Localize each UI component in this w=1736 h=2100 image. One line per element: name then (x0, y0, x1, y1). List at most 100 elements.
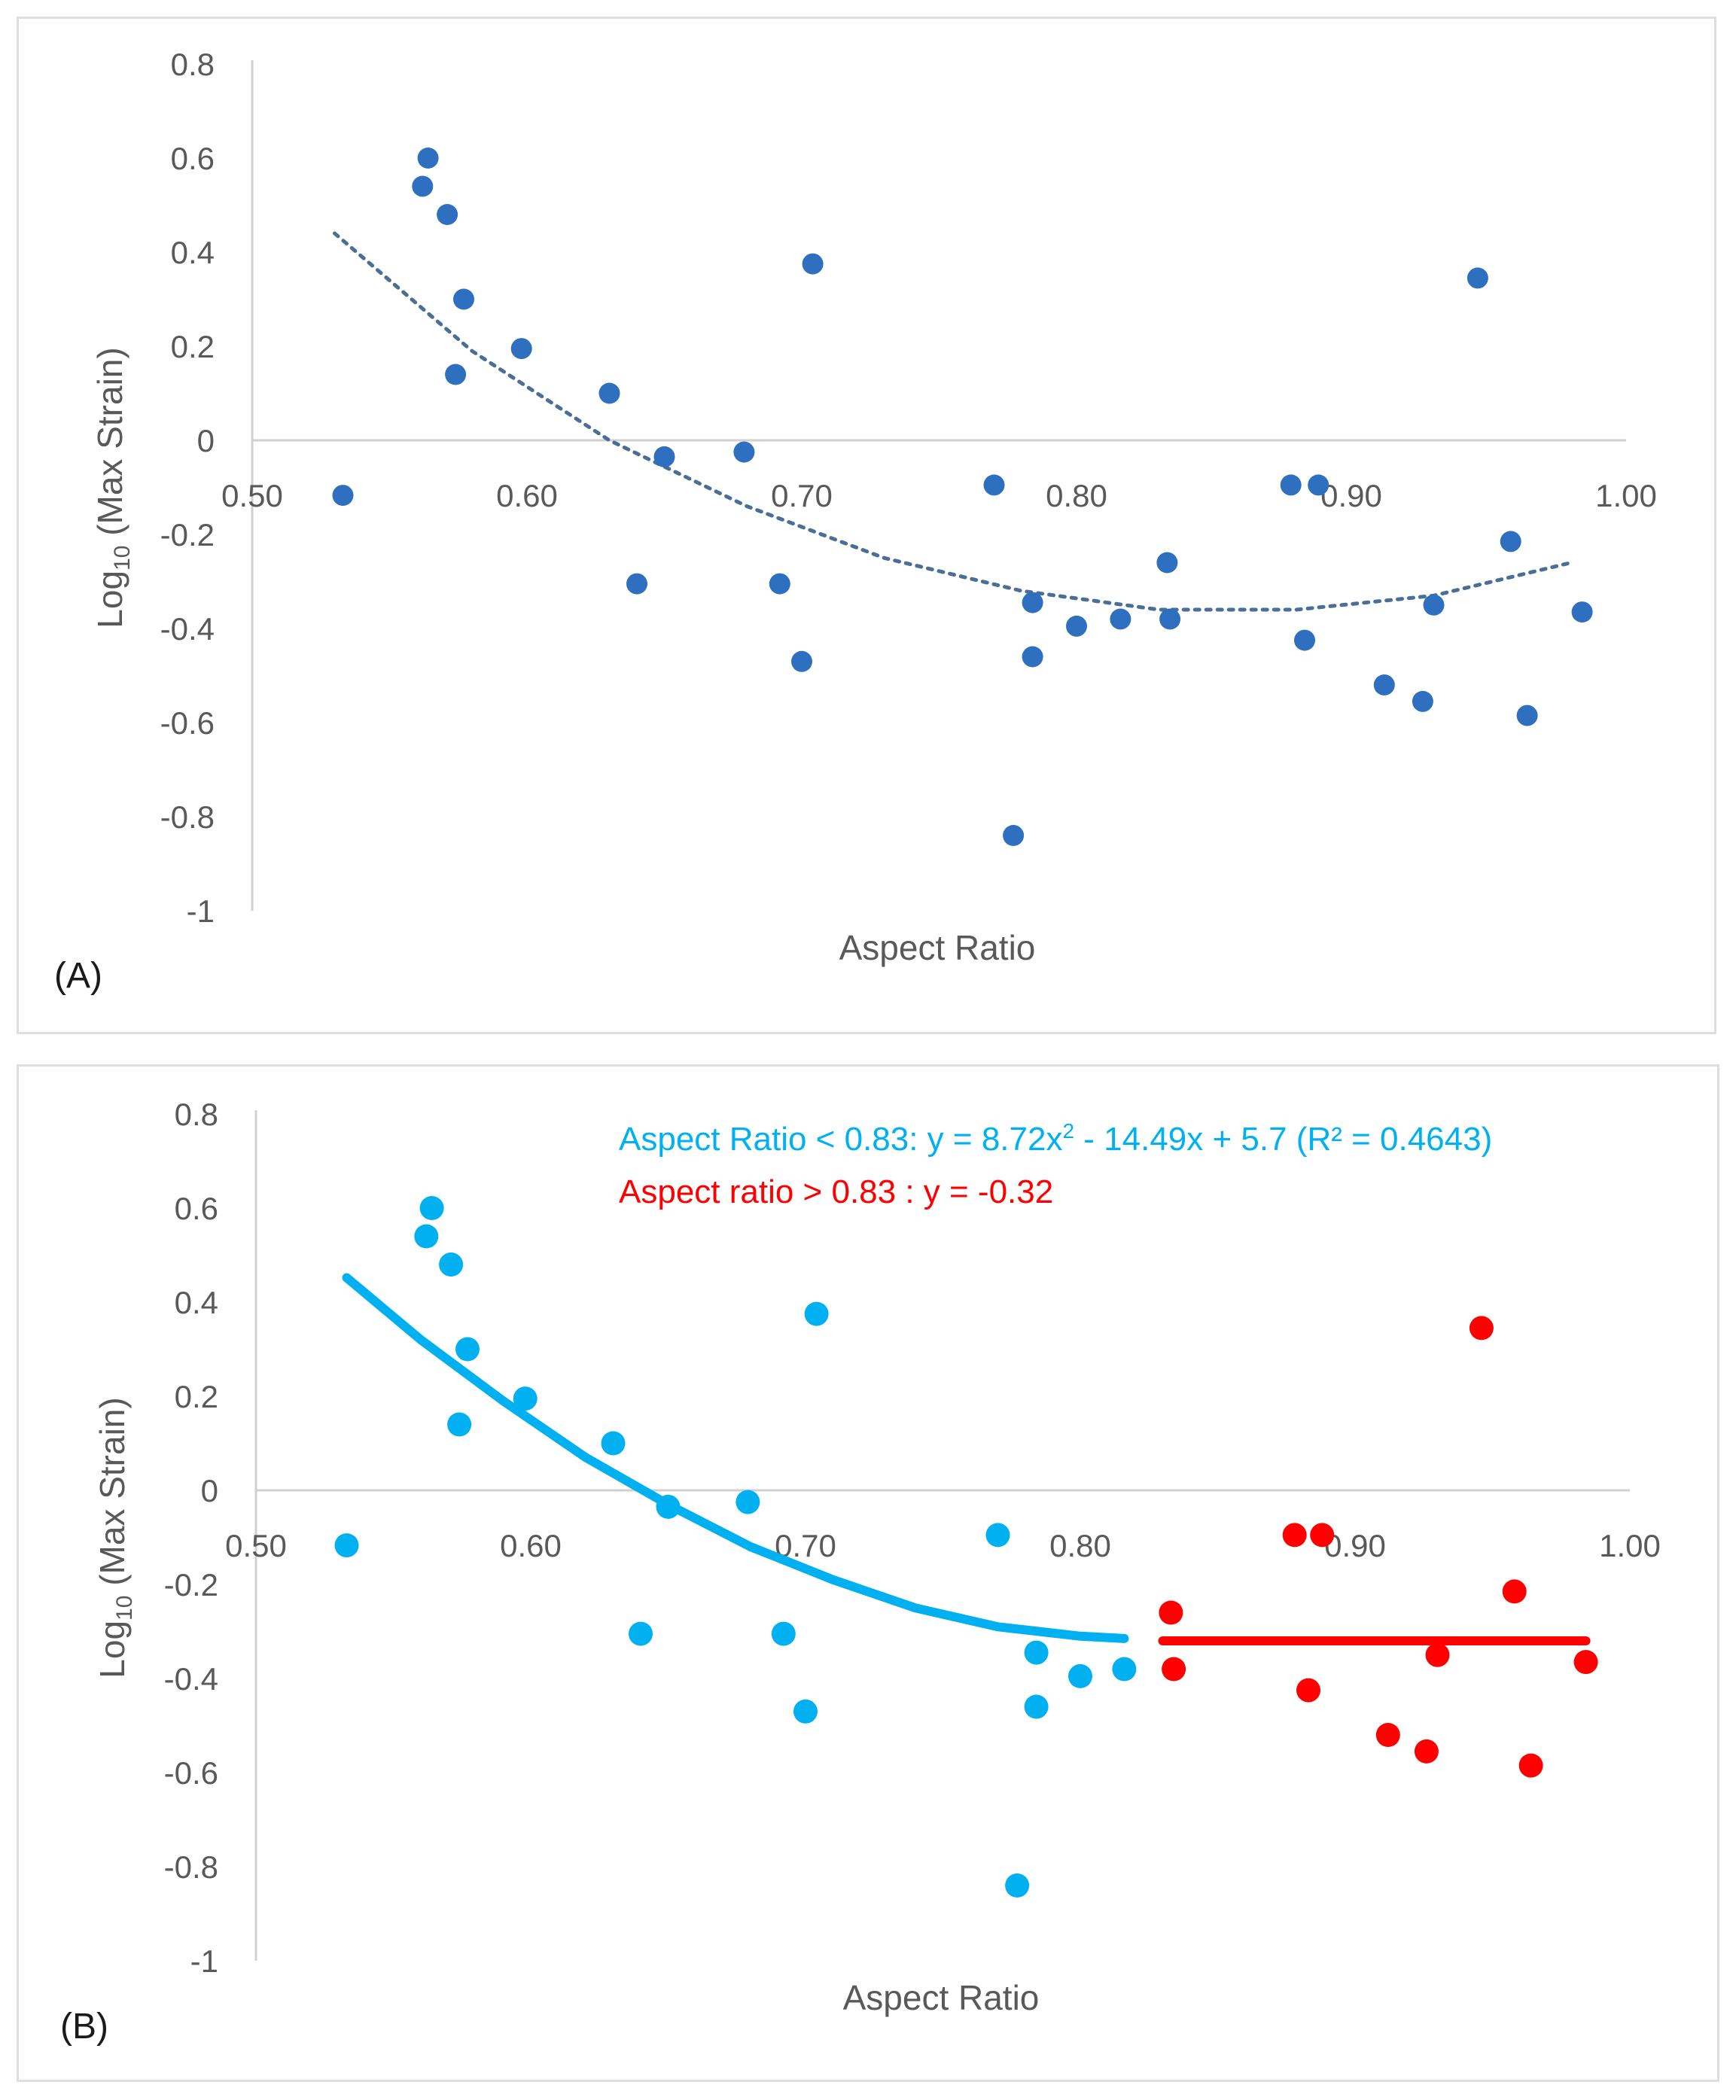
data-point (1066, 615, 1087, 637)
data-point (1156, 552, 1178, 574)
data-point (1282, 1523, 1307, 1548)
data-point (412, 175, 434, 197)
data-point (1308, 474, 1329, 496)
data-point (601, 1431, 626, 1456)
data-point (1003, 825, 1025, 846)
x-tick-label: 0.70 (771, 478, 833, 513)
y-tick-label: -1 (190, 1943, 218, 1979)
y-tick-label: 0.6 (171, 141, 215, 176)
panel-label-b: (B) (60, 2007, 108, 2047)
data-point (1516, 705, 1538, 726)
y-tick-label: -1 (187, 893, 215, 929)
x-tick-label: 0.60 (500, 1528, 562, 1563)
data-point (510, 338, 532, 360)
data-point (791, 650, 812, 672)
data-point (1024, 1640, 1049, 1665)
data-point (445, 364, 467, 385)
data-point (802, 253, 824, 275)
data-point (626, 573, 647, 595)
x-axis-title: Aspect Ratio (839, 928, 1036, 967)
trendline-1 (333, 231, 1573, 612)
data-point (414, 1224, 439, 1249)
trendline-2 (342, 1273, 1129, 1643)
y-tick-label: 0.4 (171, 235, 215, 270)
data-point (1294, 629, 1315, 651)
y-tick-label: -0.8 (160, 799, 215, 835)
x-axis-title: Aspect Ratio (843, 1978, 1040, 2017)
panel-a-frame (17, 17, 1716, 1034)
panel-b: 0.8 0.6 0.4 0.2 0 -0.2 -0.4 -0.6 -0.8 -1 0.50 0.60 0… (60, 1097, 1661, 2047)
y-tick-label: 0.2 (175, 1379, 218, 1414)
data-point (1573, 1650, 1598, 1675)
data-point (1110, 608, 1131, 630)
data-point (439, 1252, 464, 1277)
data-point (447, 1412, 472, 1437)
data-point (771, 1621, 796, 1646)
data-point (1571, 601, 1593, 623)
data-point (1425, 1642, 1450, 1667)
y-tick-label: 0.8 (171, 47, 215, 82)
data-point (453, 288, 474, 310)
y-axis-title: Log10 (Max Strain) (93, 1397, 137, 1678)
data-point (656, 1494, 681, 1519)
data-point (1159, 608, 1181, 630)
x-tick-label: 0.50 (225, 1528, 287, 1563)
x-tick-label: 0.80 (1046, 478, 1107, 513)
x-tick-label: 1.00 (1599, 1528, 1661, 1563)
data-point (455, 1337, 480, 1362)
data-point (983, 474, 1005, 496)
x-tick-label: 1.00 (1595, 478, 1657, 513)
data-point (1414, 1739, 1439, 1764)
data-point (598, 382, 620, 404)
x-tick-label: 0.90 (1320, 478, 1382, 513)
x-tick-label: 0.80 (1049, 1528, 1111, 1563)
data-point (1159, 1600, 1183, 1625)
data-point (804, 1301, 829, 1326)
data-point (1500, 531, 1521, 552)
data-point (1005, 1873, 1030, 1898)
x-tick-label: 0.60 (496, 478, 558, 513)
data-point (1375, 1723, 1400, 1747)
y-tick-label: -0.8 (164, 1849, 218, 1885)
data-point (1280, 474, 1302, 496)
data-point (793, 1699, 818, 1724)
y-tick-label: -0.6 (160, 705, 215, 741)
x-tick-label: 0.50 (221, 478, 283, 513)
data-point (1068, 1663, 1092, 1688)
panel-label-a: (A) (54, 956, 102, 996)
y-tick-label: 0.8 (175, 1097, 218, 1132)
data-point (417, 148, 439, 169)
x-tick-label: 0.90 (1324, 1528, 1386, 1563)
data-point (437, 204, 458, 225)
y-tick-label: 0 (197, 423, 215, 458)
data-point (1024, 1694, 1049, 1719)
data-point (733, 441, 755, 463)
data-point (1518, 1753, 1543, 1778)
y-axis-title: Log10 (Max Strain) (90, 347, 135, 628)
data-point (1022, 646, 1043, 668)
data-point (419, 1196, 444, 1220)
panel-b-frame (17, 1064, 1719, 2082)
data-point (334, 1533, 359, 1558)
data-point (985, 1523, 1010, 1548)
y-tick-label: -0.6 (164, 1755, 218, 1791)
data-point (769, 573, 790, 595)
data-point (1112, 1657, 1137, 1682)
data-point (1022, 592, 1043, 613)
data-point (1423, 594, 1445, 616)
data-point (653, 446, 675, 467)
y-tick-label: -0.4 (164, 1661, 218, 1697)
y-tick-label: 0.4 (175, 1285, 218, 1320)
data-point (1162, 1657, 1186, 1682)
y-tick-label: 0.6 (175, 1191, 218, 1226)
y-tick-label: 0 (201, 1473, 218, 1508)
y-tick-label: -0.2 (164, 1567, 218, 1602)
data-point (736, 1490, 760, 1514)
data-point (629, 1621, 653, 1646)
y-tick-label: 0.2 (171, 329, 215, 364)
y-tick-label: -0.4 (160, 611, 215, 647)
data-point (1466, 267, 1488, 289)
data-point (1412, 690, 1433, 712)
data-point (1469, 1316, 1494, 1341)
